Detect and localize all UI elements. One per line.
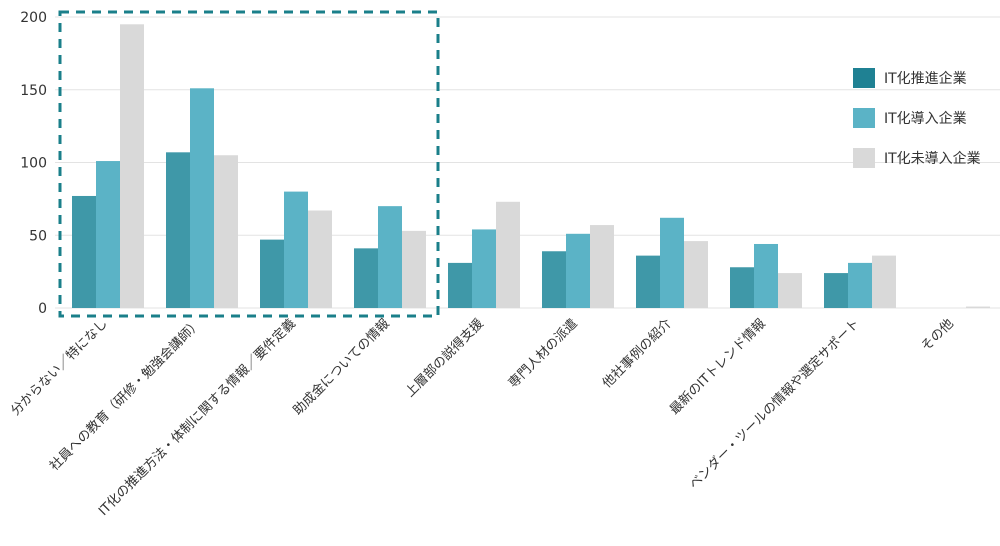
bar-promoting bbox=[354, 248, 378, 308]
bar-promoting bbox=[824, 273, 848, 308]
bar-promoting bbox=[448, 262, 472, 308]
legend-label: IT化未導入企業 bbox=[884, 150, 981, 167]
highlight-box bbox=[58, 10, 440, 318]
legend-swatch bbox=[853, 108, 875, 128]
bar-adopted bbox=[96, 161, 120, 308]
bar-promoting bbox=[72, 195, 96, 308]
bar-adopted bbox=[660, 217, 684, 308]
bar-not-adopted bbox=[402, 230, 426, 308]
x-tick-label: 専門人材の派遣 bbox=[506, 316, 581, 391]
x-tick-label: 分からない／特になし bbox=[8, 316, 111, 419]
x-tick-label: IT化の推進方法・体制に関する情報／要件定義 bbox=[95, 316, 298, 519]
bar-adopted bbox=[848, 262, 872, 308]
bar-not-adopted bbox=[778, 273, 802, 308]
y-tick-label: 0 bbox=[38, 301, 47, 317]
legend: IT化推進企業 IT化導入企業 IT化未導入企業 bbox=[853, 68, 981, 168]
x-tick-label: 最新のITトレンド情報 bbox=[666, 316, 768, 418]
x-tick-label: 他社事例の紹介 bbox=[599, 316, 675, 392]
bar-promoting bbox=[636, 255, 660, 308]
highlight-rectangle bbox=[58, 10, 440, 318]
x-tick-label: ベンダー・ツールの情報や選定サポート bbox=[687, 316, 863, 492]
legend-label: IT化推進企業 bbox=[884, 70, 967, 87]
bar-not-adopted bbox=[590, 225, 614, 308]
bar-not-adopted bbox=[966, 306, 990, 308]
y-tick-label: 200 bbox=[20, 10, 47, 26]
bar-adopted bbox=[378, 206, 402, 308]
legend-swatch bbox=[853, 68, 875, 88]
y-axis-ticks: 0 50 100 150 200 bbox=[20, 10, 47, 317]
x-tick-label: 上層部の説得支援 bbox=[402, 316, 487, 401]
bar-adopted bbox=[190, 88, 214, 308]
x-axis-ticks: 分からない／特になし社員への教育（研修・勉強会講師）IT化の推進方法・体制に関す… bbox=[8, 316, 957, 519]
bar-promoting bbox=[730, 267, 754, 308]
bar-adopted bbox=[754, 243, 778, 308]
bar-not-adopted bbox=[872, 255, 896, 308]
bar-not-adopted bbox=[496, 201, 520, 308]
y-tick-label: 50 bbox=[29, 228, 47, 244]
bar-not-adopted bbox=[214, 155, 238, 308]
bar-not-adopted bbox=[120, 24, 144, 309]
bar-adopted bbox=[472, 229, 496, 308]
bar-promoting bbox=[542, 251, 566, 308]
bar-adopted bbox=[566, 233, 590, 308]
bar-promoting bbox=[260, 239, 284, 308]
bars bbox=[72, 24, 990, 309]
y-tick-label: 150 bbox=[20, 83, 47, 99]
bar-not-adopted bbox=[308, 210, 332, 308]
legend-swatch bbox=[853, 148, 875, 168]
y-tick-label: 100 bbox=[20, 156, 47, 172]
bar-adopted bbox=[284, 191, 308, 308]
bar-promoting bbox=[166, 152, 190, 308]
legend-label: IT化導入企業 bbox=[884, 110, 967, 127]
x-tick-label: 助成金についての情報 bbox=[290, 316, 393, 419]
x-tick-label: 社員への教育（研修・勉強会講師） bbox=[46, 316, 204, 474]
bar-not-adopted bbox=[684, 241, 708, 308]
x-tick-label: その他 bbox=[919, 316, 957, 354]
